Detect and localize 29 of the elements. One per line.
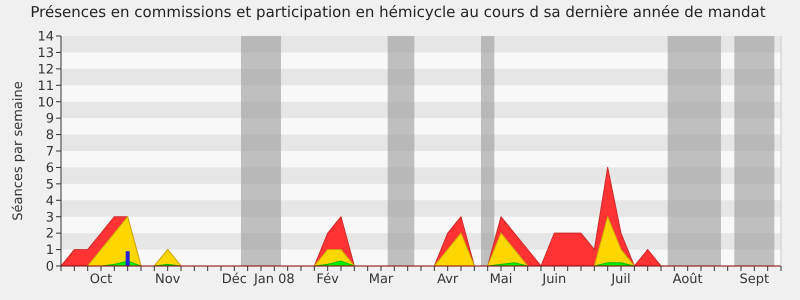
x-tick-label: Oct — [90, 272, 112, 287]
x-tick-label: Sept — [740, 272, 770, 287]
y-tick-label: 0 — [46, 260, 54, 275]
y-tick-label: 9 — [46, 112, 54, 127]
x-tick-label: Mar — [368, 272, 394, 287]
y-tick-label: 14 — [37, 30, 54, 45]
y-tick-label: 2 — [46, 226, 54, 242]
x-tick-label: Juil — [610, 272, 631, 287]
y-tick-label: 7 — [46, 144, 54, 160]
x-tick-label: Août — [672, 272, 703, 287]
x-tick-label: Jan 08 — [252, 272, 295, 287]
y-tick-label: 8 — [46, 128, 54, 144]
y-axis-title: Séances par semaine — [11, 81, 26, 221]
x-tick-label: Fév — [316, 272, 340, 287]
y-tick-label: 12 — [37, 62, 54, 78]
y-tick-label: 6 — [46, 160, 54, 176]
y-tick-label: 4 — [46, 194, 54, 209]
x-tick-label: Mai — [490, 272, 512, 287]
x-tick-label: Avr — [437, 272, 459, 287]
y-tick-label: 10 — [37, 95, 54, 110]
x-tick-label: Déc — [222, 272, 247, 287]
y-tick-label: 5 — [46, 177, 54, 192]
chart-title: Présences en commissions et participation en hémicycle au cours d sa dernière année de mandat — [30, 3, 766, 21]
x-tick-label: Juin — [541, 272, 566, 287]
y-tick-label: 3 — [46, 210, 54, 226]
y-tick-label: 11 — [37, 78, 54, 94]
y-tick-label: 1 — [46, 243, 54, 258]
y-tick-label: 13 — [37, 46, 54, 61]
x-tick-label: Nov — [154, 272, 181, 287]
